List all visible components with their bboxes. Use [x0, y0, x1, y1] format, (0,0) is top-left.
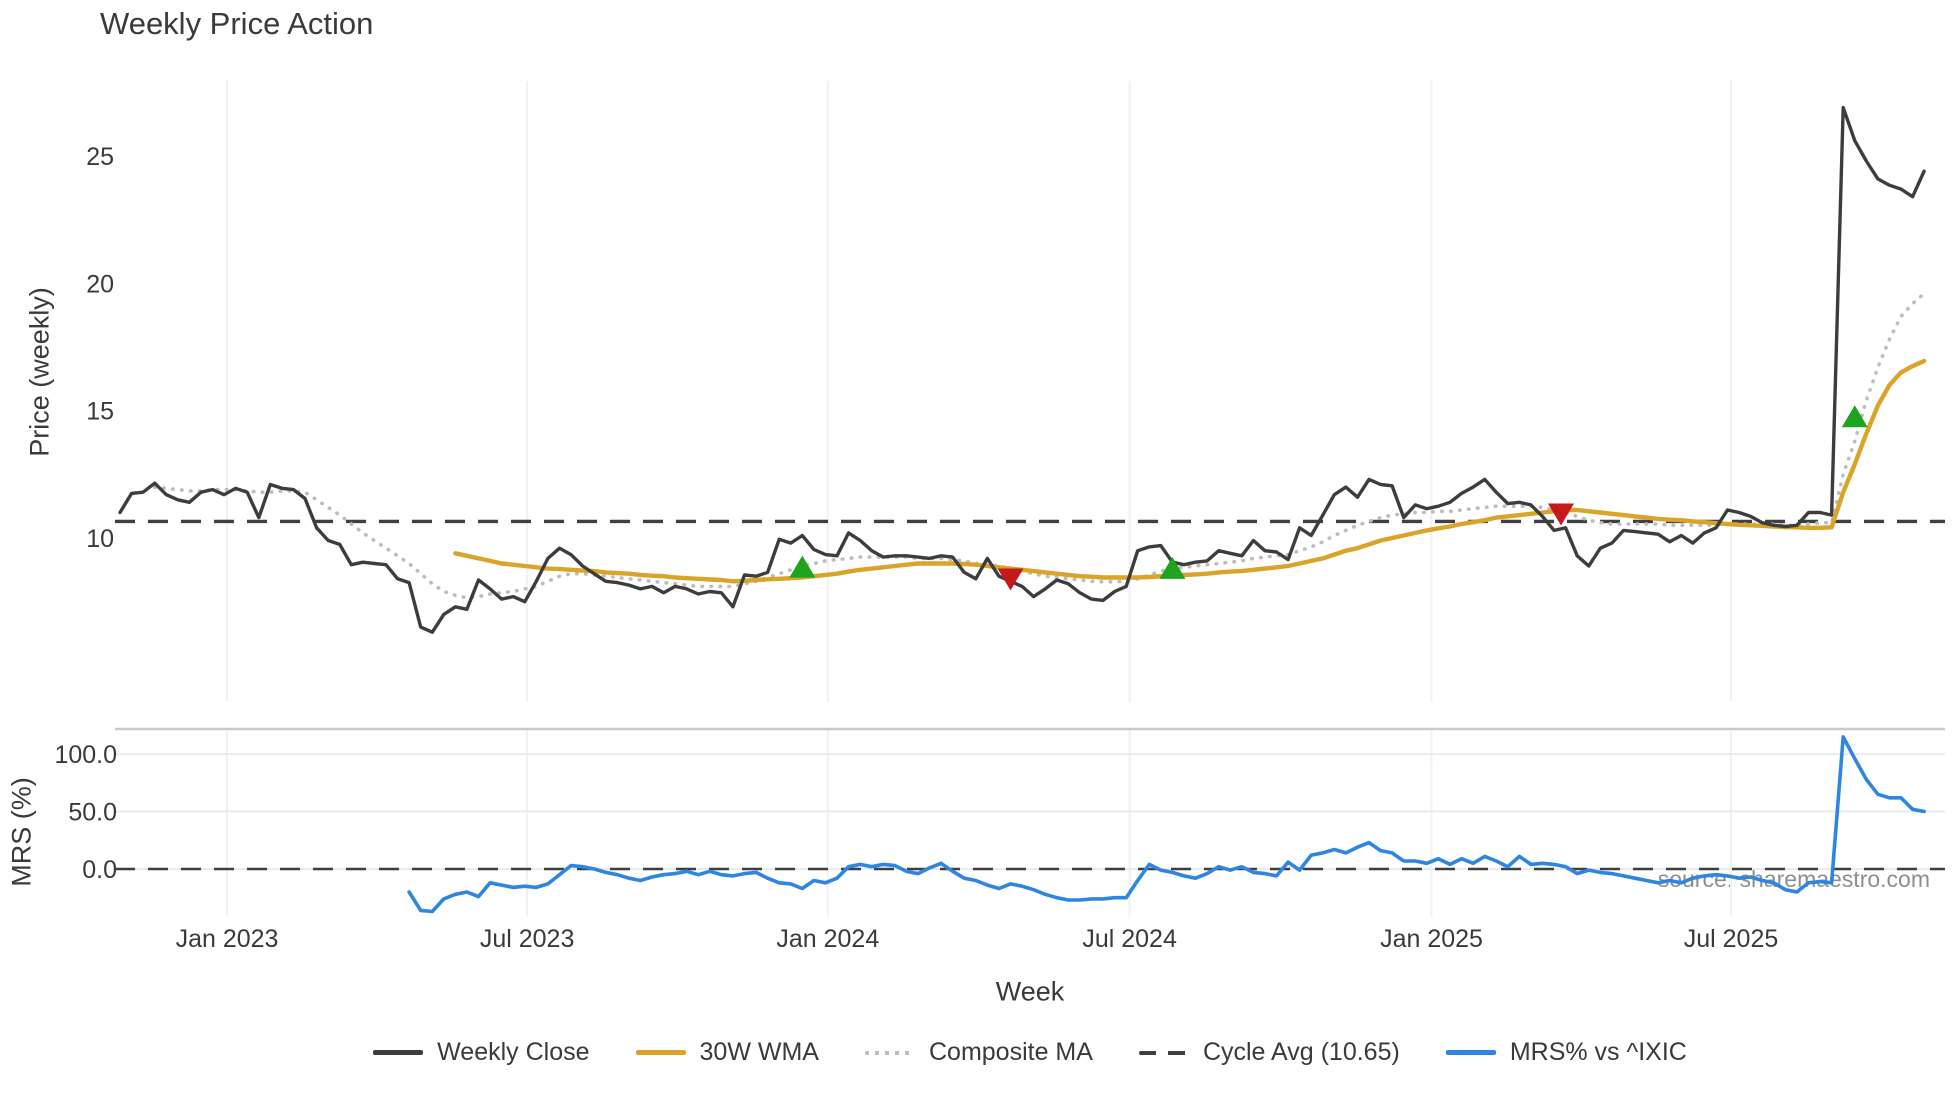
mrs-swatch-icon — [1445, 1050, 1496, 1055]
buy-marker-icon — [1841, 405, 1868, 428]
price-tick-label: 15 — [86, 398, 114, 426]
composite-ma-swatch-icon — [864, 1050, 915, 1055]
mrs-axis-label: MRS (%) — [6, 777, 37, 887]
sell-marker-icon — [997, 568, 1024, 591]
weekly-close-line — [118, 105, 1926, 634]
wma30-line — [453, 358, 1927, 584]
price-axis-label: Price (weekly) — [24, 287, 55, 457]
x-tick-label: Jul 2024 — [1082, 925, 1177, 953]
weekly-close-swatch-icon — [373, 1050, 424, 1055]
x-axis-label: Week — [995, 976, 1065, 1007]
source-watermark: source: sharemaestro.com — [1657, 866, 1930, 892]
legend-item-mrs: MRS% vs ^IXIC — [1445, 1038, 1687, 1067]
buy-marker-icon — [789, 555, 816, 578]
legend-item-weekly-close: Weekly Close — [373, 1038, 590, 1067]
x-tick-label: Jan 2024 — [776, 925, 879, 953]
price-tick-label: 20 — [86, 270, 114, 298]
sell-marker-icon — [1547, 503, 1574, 526]
legend-label: 30W WMA — [699, 1038, 819, 1066]
mrs-line — [407, 735, 1926, 914]
cycle-avg-swatch-icon — [1138, 1050, 1189, 1055]
x-tick-label: Jan 2023 — [176, 925, 279, 953]
mrs-tick-label: 50.0 — [68, 799, 117, 827]
legend-item-cycle-avg: Cycle Avg (10.65) — [1138, 1038, 1400, 1067]
x-tick-label: Jul 2025 — [1684, 925, 1779, 953]
price-tick-label: 10 — [86, 525, 114, 553]
legend-label: Composite MA — [928, 1038, 1093, 1066]
mrs-tick-label: 0.0 — [82, 856, 117, 884]
mrs-tick-label: 100.0 — [54, 741, 117, 769]
price-tick-label: 25 — [86, 143, 114, 171]
x-tick-label: Jan 2025 — [1380, 925, 1483, 953]
legend-label: Cycle Avg (10.65) — [1202, 1038, 1400, 1066]
legend: Weekly Close 30W WMA Composite MA Cycle … — [115, 1038, 1945, 1067]
chart-title: Weekly Price Action — [100, 6, 374, 41]
legend-label: Weekly Close — [437, 1038, 590, 1066]
x-tick-label: Jul 2023 — [480, 925, 575, 953]
legend-item-wma30: 30W WMA — [635, 1038, 819, 1067]
legend-label: MRS% vs ^IXIC — [1509, 1038, 1687, 1066]
composite-ma-line — [152, 291, 1926, 600]
buy-marker-icon — [1159, 556, 1186, 579]
legend-item-composite-ma: Composite MA — [864, 1038, 1093, 1067]
wma30-swatch-icon — [635, 1050, 686, 1055]
